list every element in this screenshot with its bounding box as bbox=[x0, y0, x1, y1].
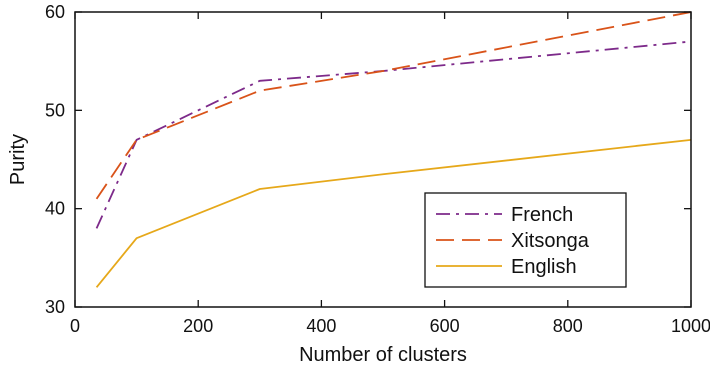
y-tick-label: 30 bbox=[45, 297, 65, 317]
x-tick-label: 600 bbox=[430, 316, 460, 336]
legend-label-xitsonga: Xitsonga bbox=[511, 230, 590, 252]
plot-layer bbox=[95, 11, 692, 288]
y-tick-label: 40 bbox=[45, 199, 65, 219]
x-tick-label: 400 bbox=[306, 316, 336, 336]
x-tick-label: 800 bbox=[553, 316, 583, 336]
x-tick-label: 200 bbox=[183, 316, 213, 336]
legend-label-english: English bbox=[511, 256, 577, 278]
plot-frame bbox=[74, 11, 692, 308]
axes-layer: 0 200 400 600 800 1000 30 40 50 60 Number of clust… bbox=[7, 2, 710, 366]
x-tick-label: 1000 bbox=[671, 316, 710, 336]
legend-label-french: French bbox=[511, 204, 573, 226]
y-tick-label: 50 bbox=[45, 100, 65, 120]
x-axis-label: Number of clusters bbox=[299, 344, 467, 366]
series-line-xitsonga bbox=[95, 11, 692, 200]
y-tick-label: 60 bbox=[45, 2, 65, 22]
y-axis-label: Purity bbox=[7, 134, 29, 185]
legend-box bbox=[424, 192, 627, 288]
x-tick-label: 0 bbox=[70, 316, 80, 336]
legend: French Xitsonga English bbox=[424, 192, 627, 288]
